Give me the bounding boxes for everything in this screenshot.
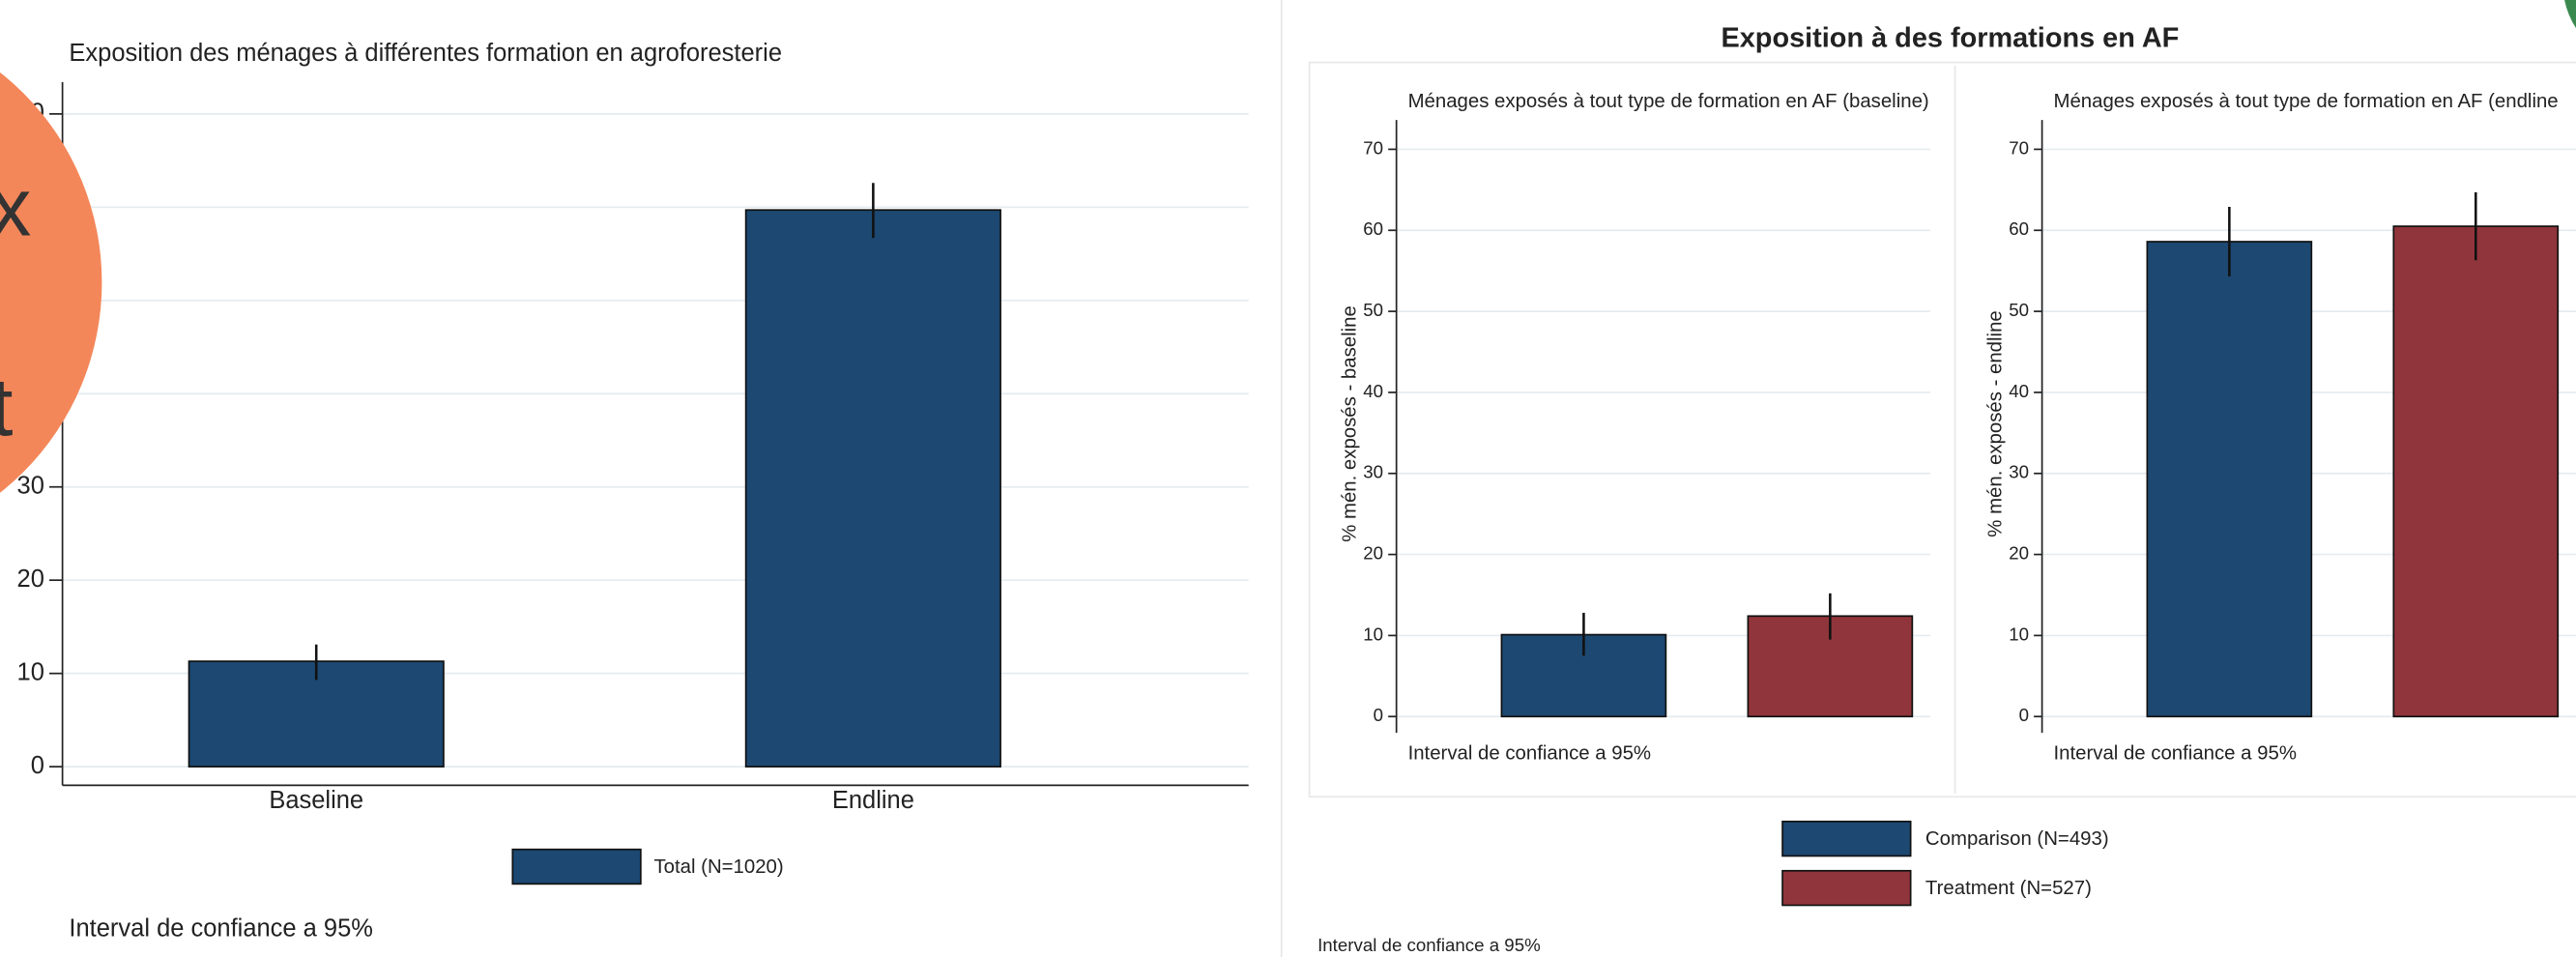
y-tick-label: 20 (1363, 543, 1383, 564)
chart-title: Exposition à des formations en AF (1722, 22, 2180, 53)
y-tick-label: 70 (2009, 137, 2029, 158)
y-tick-label: 50 (2009, 300, 2029, 320)
legend-swatch (1781, 869, 1912, 907)
y-tick-label: 70 (1363, 137, 1383, 158)
y-tick-label: 60 (2009, 218, 2029, 239)
y-tick-label: 0 (1374, 705, 1383, 725)
x-tick-label: Baseline (269, 787, 363, 814)
y-tick-label: 10 (2009, 624, 2029, 644)
bar (2392, 225, 2560, 718)
decor-circle (2564, 0, 2576, 29)
y-tick-label: 30 (1363, 462, 1383, 482)
chart-title: Exposition des ménages à différentes for… (69, 40, 782, 67)
legend-label: Comparison (N=493) (1925, 828, 2109, 850)
y-tick-label: 30 (2009, 462, 2029, 482)
y-tick-label: 30 (17, 472, 44, 499)
y-tick-label: 50 (1363, 300, 1383, 320)
chart-note: Interval de confiance a 95% (69, 915, 373, 942)
charts: Exposition des ménages à différentes for… (17, 22, 2576, 955)
panel-note: Interval de confiance a 95% (2054, 742, 2297, 764)
overlay: x t (0, 0, 2576, 493)
bar (744, 209, 1001, 768)
chart-note: Interval de confiance a 95% (1317, 935, 1541, 955)
y-axis-label: % mén. exposés - endline (1984, 310, 2006, 536)
x-tick-label: Endline (832, 787, 914, 814)
panel-title: Ménages exposés à tout type de formation… (2054, 91, 2559, 112)
y-tick-label: 10 (1363, 624, 1383, 644)
overlay-text: t (0, 362, 13, 454)
decor-circle (0, 72, 102, 493)
y-axis-label: % mén. exposés - baseline (1339, 305, 1360, 542)
y-tick-label: 40 (2009, 381, 2029, 401)
figure-frame (1308, 61, 2576, 798)
y-tick-label: 60 (1363, 218, 1383, 239)
legend-label: Treatment (N=527) (1925, 878, 2092, 899)
y-tick-label: 0 (31, 752, 44, 779)
legend-swatch (511, 848, 642, 885)
bar (2146, 241, 2313, 718)
y-tick-label: 20 (17, 566, 44, 593)
y-tick-label: 20 (2009, 543, 2029, 564)
legend-label: Total (N=1020) (653, 856, 783, 878)
legend-swatch (1781, 820, 1912, 857)
y-tick-label: 0 (2019, 705, 2029, 725)
y-tick-label: 40 (1363, 381, 1383, 401)
overlay-text: x (0, 161, 31, 253)
y-tick-label: 10 (17, 658, 44, 685)
panel-note: Interval de confiance a 95% (1408, 742, 1651, 764)
panel-title: Ménages exposés à tout type de formation… (1408, 91, 1929, 112)
